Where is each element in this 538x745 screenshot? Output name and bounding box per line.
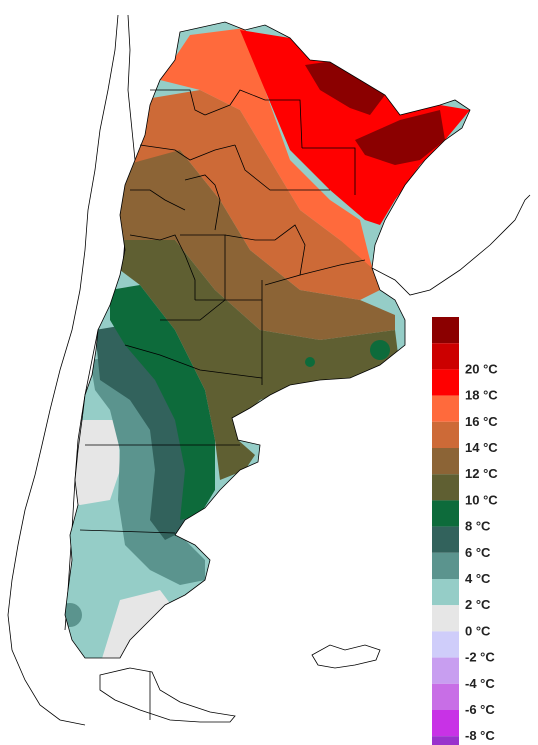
legend-label: 0 °C	[465, 623, 491, 638]
warm-spot	[305, 357, 315, 367]
legend-swatch	[432, 448, 459, 475]
zone-14c	[125, 90, 380, 300]
cool-spot	[65, 603, 82, 627]
legend-label: 12 °C	[465, 466, 498, 481]
zone-0c	[65, 420, 120, 505]
malvinas-outline	[311, 644, 381, 669]
legend-label: 10 °C	[465, 492, 498, 507]
zone-6c	[95, 325, 195, 540]
legend-label: 16 °C	[465, 414, 498, 429]
legend-swatch	[432, 710, 459, 737]
legend-label: 18 °C	[465, 388, 498, 403]
legend-swatch	[432, 657, 459, 684]
legend-label: -4 °C	[465, 676, 495, 691]
argentina-outline	[64, 21, 471, 659]
legend-label: -6 °C	[465, 702, 495, 717]
zone-12c	[120, 150, 395, 340]
tierra-del-fuego-outline	[99, 667, 236, 723]
legend-label: -8 °C	[465, 728, 495, 743]
legend-label: 20 °C	[465, 361, 498, 376]
legend: 20 °C 18 °C 16 °C 14 °C 12 °C 10 °C 8 °C 6 °C 4 …	[432, 317, 498, 745]
neighbor-outlines	[7, 14, 531, 726]
legend-swatch	[432, 395, 459, 422]
legend-swatch	[432, 369, 459, 396]
legend-swatch	[432, 526, 459, 553]
legend-swatch	[432, 631, 459, 658]
legend-swatch	[432, 500, 459, 527]
chile-coastline	[7, 14, 119, 726]
zone-16c	[160, 28, 372, 268]
legend-swatch	[432, 736, 459, 745]
zone-18c	[240, 30, 470, 225]
legend-swatch	[432, 683, 459, 710]
legend-swatch	[432, 579, 459, 606]
legend-swatch	[432, 343, 459, 370]
legend-label: 4 °C	[465, 571, 491, 586]
legend-swatch	[432, 421, 459, 448]
legend-swatch	[432, 474, 459, 501]
legend-swatch	[432, 605, 459, 632]
legend-swatch	[432, 552, 459, 579]
zone-10c	[120, 240, 400, 480]
zone-4c-south	[165, 700, 220, 718]
legend-label: 6 °C	[465, 545, 491, 560]
zone-8c	[110, 285, 215, 520]
province-borders	[64, 21, 471, 720]
warm-spot	[370, 340, 390, 360]
legend-label: 2 °C	[465, 597, 491, 612]
legend-label: -2 °C	[465, 650, 495, 665]
zone-20c	[305, 60, 445, 165]
uruguay-coast	[371, 194, 531, 296]
legend-label: 8 °C	[465, 519, 491, 534]
legend-swatch	[432, 317, 459, 344]
zone-0c-south	[100, 590, 175, 658]
legend-label: 14 °C	[465, 440, 498, 455]
